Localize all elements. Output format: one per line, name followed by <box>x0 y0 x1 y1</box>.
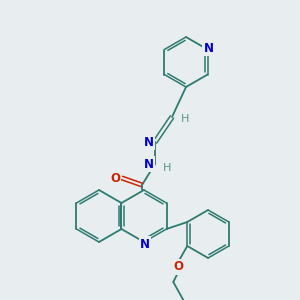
Text: H: H <box>181 114 189 124</box>
Text: H: H <box>163 163 171 173</box>
Text: N: N <box>144 136 154 148</box>
Text: N: N <box>144 158 154 170</box>
Text: O: O <box>173 260 183 274</box>
Text: N: N <box>204 42 214 55</box>
Text: N: N <box>140 238 150 250</box>
Text: O: O <box>110 172 120 184</box>
